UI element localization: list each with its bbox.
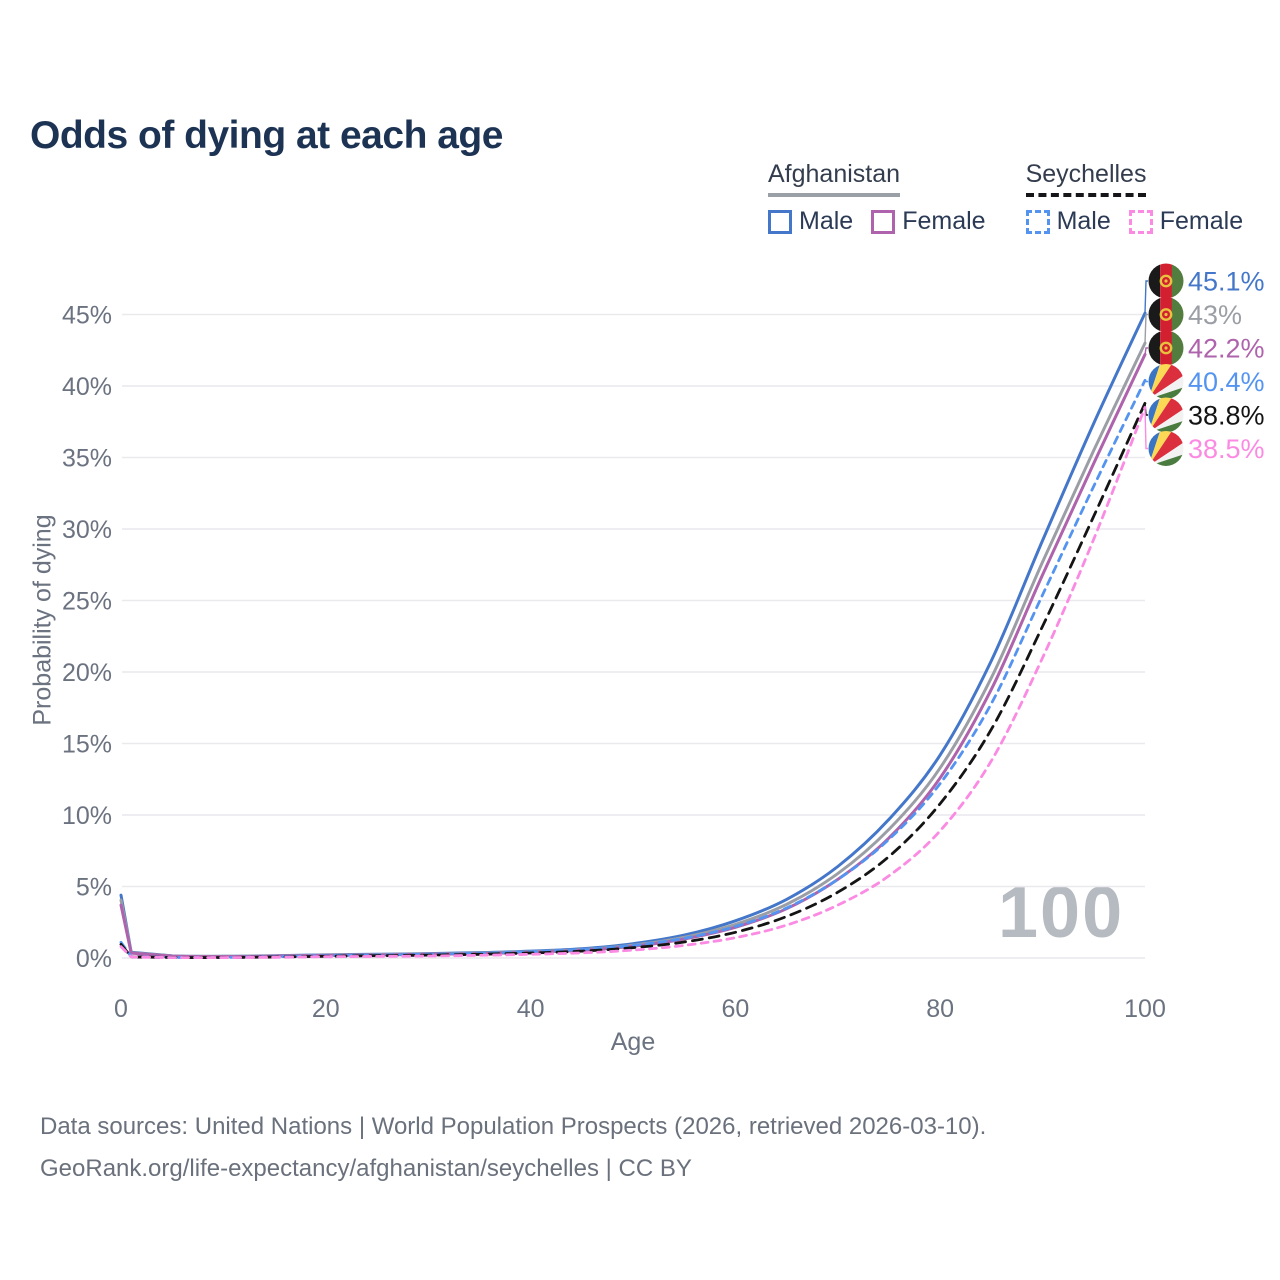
end-label-value-afghanistan-female: 42.2% [1188,334,1265,364]
x-tick-40: 40 [517,995,545,1023]
legend-item-afghanistan-male[interactable]: Male [768,207,853,236]
end-label-connector [1144,407,1148,450]
series-line-seychelles-female[interactable] [119,406,1147,960]
y-tick-35: 35% [62,445,112,473]
legend-label: Female [902,207,986,235]
end-label-connector [1144,347,1148,355]
legend-item-seychelles-male[interactable]: Male [1025,207,1111,236]
y-tick-20: 20% [62,659,112,687]
end-label-connector [1144,313,1148,344]
end-label-flag-seychelles [1148,397,1184,433]
series-line-seychelles-both[interactable] [119,401,1147,959]
x-tick-60: 60 [721,995,749,1023]
legend-group-seychelles: Seychelles Male Female [1025,160,1244,236]
end-label-flag-afghanistan [1148,297,1184,332]
x-tick-80: 80 [926,995,954,1023]
series-line-seychelles-male[interactable] [119,378,1147,959]
end-label-connector [1144,379,1148,383]
legend-item-seychelles-female[interactable]: Female [1128,207,1244,236]
x-axis-label: Age [610,1028,656,1056]
footer-data-sources: Data sources: United Nations | World Pop… [40,1113,987,1140]
end-label-flag-seychelles [1148,431,1184,466]
legend-swatch-afghanistan-female [871,209,896,234]
page-title: Odds of dying at each age [30,114,503,158]
end-label-value-seychelles-male: 40.4% [1188,367,1265,397]
end-label-value-seychelles-female: 38.5% [1188,434,1265,464]
y-tick-40: 40% [62,373,112,401]
x-tick-100: 100 [1124,995,1166,1023]
end-label-connector [1144,280,1148,314]
legend-swatch-afghanistan-male [768,209,792,234]
legend-swatch-seychelles-female [1128,209,1153,234]
legend-label: Male [799,207,854,235]
series-line-afghanistan-female[interactable] [119,353,1147,959]
series-line-afghanistan-male[interactable] [119,311,1147,958]
legend-country-afghanistan: Afghanistan [768,160,901,197]
end-label-flag-afghanistan [1148,330,1184,366]
legend-group-afghanistan: Afghanistan Male Female [768,160,986,236]
end-label-flag-afghanistan [1148,263,1184,299]
legend-label: Male [1056,207,1111,235]
legend-swatch-seychelles-male [1025,209,1050,234]
footer: Data sources: United Nations | World Pop… [40,1106,986,1190]
legend-item-afghanistan-female[interactable]: Female [871,207,986,236]
legend-label: Female [1159,207,1244,235]
end-label-value-afghanistan-male: 45.1% [1188,267,1265,297]
x-tick-0: 0 [114,995,128,1023]
series-line-afghanistan-both[interactable] [119,341,1147,958]
y-tick-15: 15% [62,731,112,759]
legend: Afghanistan Male Female Seychelles Male … [768,160,1243,236]
y-tick-0: 0% [76,945,112,973]
footer-source-url: GeoRank.org/life-expectancy/afghanistan/… [40,1155,692,1182]
y-tick-45: 45% [62,302,112,330]
y-tick-10: 10% [62,802,112,830]
end-label-value-afghanistan-both: 43% [1188,300,1242,330]
y-tick-25: 25% [62,588,112,616]
end-label-value-seychelles-both: 38.8% [1188,401,1265,431]
y-tick-30: 30% [62,516,112,544]
end-label-flag-seychelles [1148,364,1184,399]
y-axis-label: Probability of dying [28,514,57,726]
x-tick-20: 20 [312,995,340,1023]
legend-country-seychelles: Seychelles [1025,160,1147,197]
y-tick-5: 5% [76,874,112,902]
